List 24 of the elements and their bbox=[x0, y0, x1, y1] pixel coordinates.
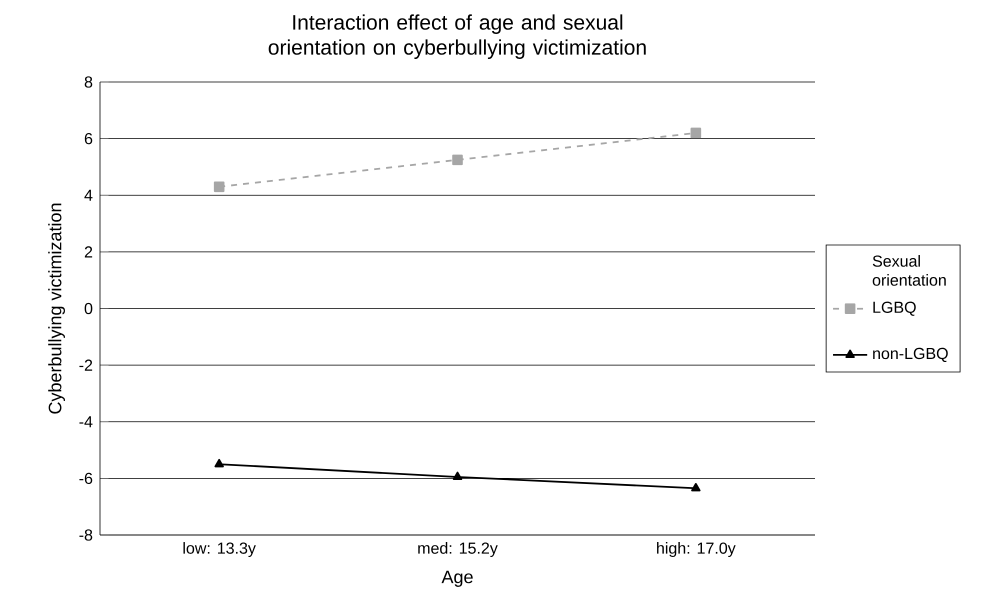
x-tick-label: med: 15.2y bbox=[418, 542, 498, 557]
y-tick-label: 8 bbox=[84, 76, 92, 88]
y-tick-label: -8 bbox=[79, 529, 92, 541]
legend-label: LGBQ bbox=[873, 302, 916, 316]
legend-title: Sexual orientation bbox=[872, 255, 946, 286]
y-tick-label: 6 bbox=[84, 132, 92, 144]
chart-title: Interaction effect of age and sexual orientation on cyberbullying victimization bbox=[268, 14, 646, 59]
x-tick-label: high: 17.0y bbox=[657, 542, 736, 557]
y-tick-label: 2 bbox=[84, 246, 92, 258]
point bbox=[214, 181, 224, 192]
y-tick-label: -4 bbox=[79, 416, 92, 428]
x-axis-title: Age bbox=[442, 570, 473, 587]
point bbox=[691, 482, 701, 492]
y-axis-title: Cyberbullying victimization bbox=[48, 204, 65, 414]
point bbox=[452, 472, 462, 480]
point bbox=[214, 458, 224, 468]
legend-label: non-LGBQ bbox=[873, 348, 948, 362]
y-tick-label: 4 bbox=[84, 190, 92, 201]
y-tick-label: 0 bbox=[84, 302, 92, 314]
point bbox=[690, 128, 702, 138]
y-tick-label: -6 bbox=[79, 472, 92, 484]
point bbox=[452, 154, 463, 166]
x-tick-label: low: 13.3y bbox=[183, 542, 256, 557]
y-tick-label: -2 bbox=[79, 360, 92, 371]
